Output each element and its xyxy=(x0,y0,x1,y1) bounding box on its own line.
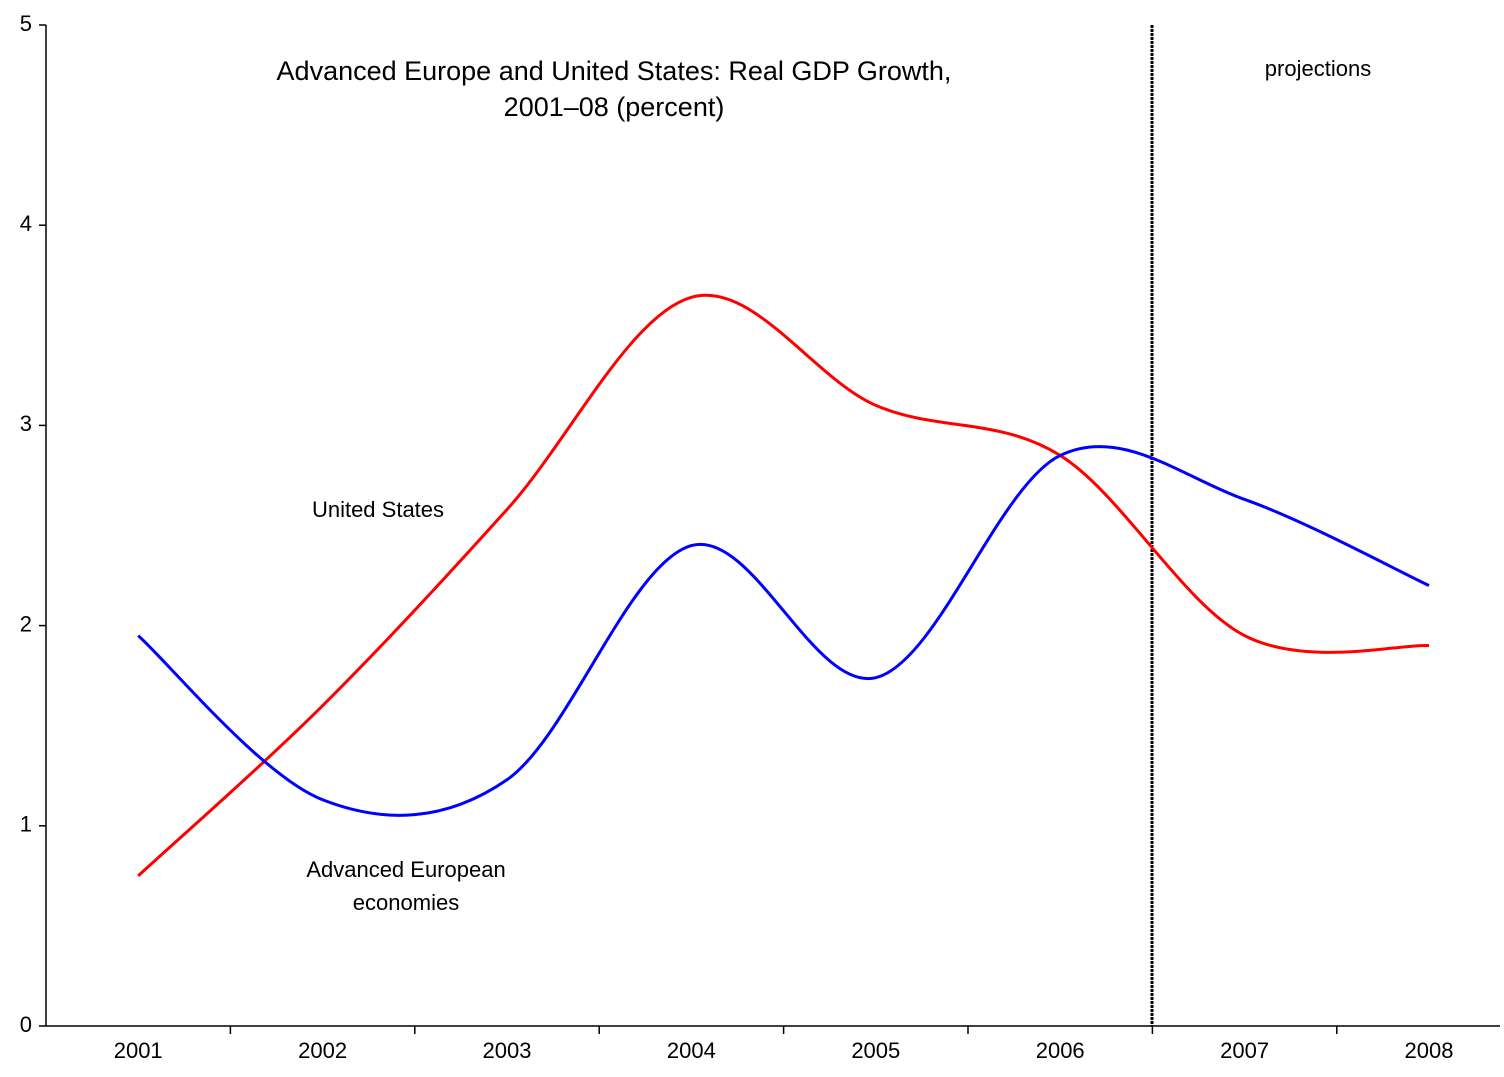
series-label: United States xyxy=(311,497,445,522)
y-tick-label: 1 xyxy=(20,812,32,837)
x-tick-label: 2001 xyxy=(114,1038,163,1063)
x-tick-label: 2004 xyxy=(667,1038,716,1063)
series-line xyxy=(137,445,1430,817)
y-tick-label: 5 xyxy=(20,11,32,36)
y-tick-label: 3 xyxy=(20,411,32,436)
y-tick-label: 4 xyxy=(20,211,32,236)
annotation: projections xyxy=(1265,56,1371,81)
chart-title: Advanced Europe and United States: Real … xyxy=(277,56,952,86)
series-label: Advanced European economies xyxy=(306,857,506,915)
series-line xyxy=(137,293,1430,877)
y-tick-label: 0 xyxy=(20,1012,32,1037)
x-tick-label: 2007 xyxy=(1220,1038,1269,1063)
x-tick-label: 2005 xyxy=(851,1038,900,1063)
x-tick-label: 2006 xyxy=(1036,1038,1085,1063)
x-tick-label: 2008 xyxy=(1405,1038,1454,1063)
x-tick-label: 2003 xyxy=(483,1038,532,1063)
y-tick-label: 2 xyxy=(20,611,32,636)
x-tick-label: 2002 xyxy=(298,1038,347,1063)
chart-title: 2001–08 (percent) xyxy=(504,92,725,122)
